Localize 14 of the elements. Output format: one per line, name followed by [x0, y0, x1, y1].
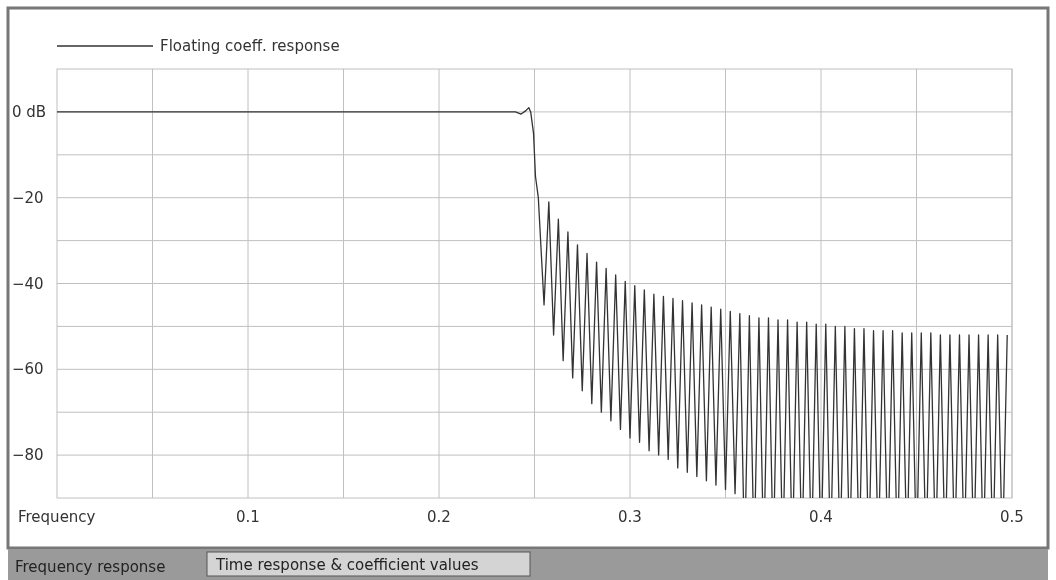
- y-tick-label: −20: [12, 188, 44, 207]
- x-tick-label: 0.2: [427, 508, 451, 526]
- x-tick-label: 0.1: [236, 508, 260, 526]
- y-tick-label: 0 dB: [12, 102, 47, 121]
- x-tick-label: 0.3: [618, 508, 642, 526]
- x-axis-title: Frequency: [18, 508, 96, 526]
- x-tick-label: 0.5: [1000, 508, 1024, 526]
- y-tick-label: −60: [12, 360, 44, 379]
- text: Floating coeff. response: [160, 37, 340, 55]
- y-tick-label: −80: [12, 446, 44, 465]
- x-tick-label: 0.4: [809, 508, 833, 526]
- y-tick-label: −40: [12, 274, 44, 293]
- text: Frequency response: [15, 558, 166, 576]
- text: Time response & coefficient values: [215, 556, 479, 574]
